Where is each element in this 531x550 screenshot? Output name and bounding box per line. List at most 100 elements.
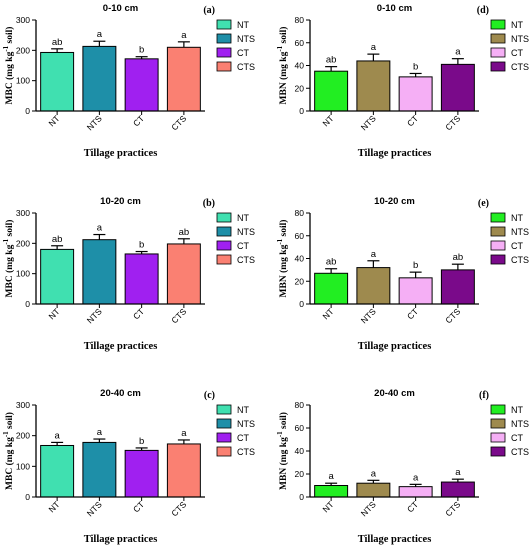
legend-swatch [216, 418, 232, 429]
x-tick-label: NT [46, 113, 61, 128]
bar-ct [124, 253, 159, 305]
legend-label: CT [511, 48, 523, 58]
significance-letter: a [371, 468, 377, 479]
y-axis-label: MBC (mg kg-1 soil) [2, 412, 15, 490]
panel-depth-title: 20-40 cm [100, 388, 141, 399]
significance-letter: b [139, 45, 144, 56]
x-tick-label: CTS [169, 113, 188, 132]
panel-letter-label: (e) [478, 198, 489, 209]
legend-label: NT [237, 20, 249, 30]
legend: NT NTS CT CTS [490, 212, 529, 265]
bar-cts [166, 443, 201, 498]
panel-letter-label: (a) [203, 5, 215, 16]
legend-swatch [490, 446, 506, 457]
bar-nts [356, 60, 391, 112]
x-tick-label: CT [405, 113, 420, 128]
legend-swatch [216, 432, 232, 443]
y-axis-label: MBN (mg kg-1 soil) [276, 220, 289, 298]
legend-label: CT [511, 241, 523, 251]
y-tick-label: 300 [16, 400, 30, 410]
y-tick-label: 0 [299, 106, 304, 116]
bar-nts [82, 441, 117, 498]
panel-letter-label: (d) [477, 5, 489, 16]
significance-letter: a [328, 471, 334, 482]
y-tick-label: 300 [16, 15, 30, 25]
y-tick-label: 40 [295, 446, 305, 456]
y-tick-label: 0 [25, 492, 30, 502]
legend-label: CT [237, 48, 249, 58]
legend-swatch [216, 226, 232, 237]
x-tick-label: NTS [85, 499, 104, 518]
x-tick-label: CTS [169, 499, 188, 518]
significance-letter: b [413, 260, 418, 271]
y-tick-label: 300 [16, 208, 30, 218]
panel-depth-title: 10-20 cm [374, 196, 415, 207]
x-tick-label: CT [405, 499, 420, 514]
significance-letter: a [181, 30, 187, 41]
significance-letter: a [97, 427, 103, 438]
legend-swatch [216, 212, 232, 223]
legend-label: NT [511, 405, 523, 415]
x-tick-label: CT [131, 306, 146, 321]
x-tick-label: CTS [443, 306, 462, 325]
bar-cts [166, 46, 201, 112]
significance-letter: ab [52, 37, 63, 48]
significance-letter: ab [326, 257, 337, 268]
x-tick-label: NTS [359, 113, 378, 132]
y-tick-label: 100 [16, 269, 30, 279]
significance-letter: a [181, 428, 187, 439]
y-tick-label: 100 [16, 76, 30, 86]
bar-cts [440, 481, 475, 498]
legend-swatch [216, 404, 232, 415]
panel-depth-title: 0-10 cm [103, 3, 138, 14]
significance-letter: a [371, 249, 377, 260]
bar-ct [398, 486, 433, 498]
x-tick-label: NTS [359, 306, 378, 325]
bar-cts [440, 269, 475, 305]
legend-label: NTS [511, 419, 529, 429]
y-axis-label: MBN (mg kg-1 soil) [276, 412, 289, 490]
bar-nts [82, 239, 117, 305]
legend-swatch [490, 404, 506, 415]
panel-letter-label: (c) [204, 390, 215, 401]
y-tick-label: 60 [295, 423, 305, 433]
significance-letter: ab [179, 227, 190, 238]
legend-label: NTS [237, 34, 255, 44]
significance-letter: a [371, 42, 377, 53]
bar-ct [398, 277, 433, 305]
y-axis-label: MBC (mg kg-1 soil) [2, 27, 15, 105]
significance-letter: b [413, 61, 418, 72]
y-axis-label: MBN (mg kg-1 soil) [276, 27, 289, 105]
x-tick-label: CTS [443, 113, 462, 132]
y-tick-label: 200 [16, 431, 30, 441]
legend-label: NT [511, 213, 523, 223]
legend-swatch [216, 61, 232, 72]
panel-depth-title: 10-20 cm [100, 196, 141, 207]
panel-f: 20-40 cm (f) 0 20 40 60 80 MBN (mg kg-1 soil) a N… [276, 388, 529, 545]
legend-swatch [490, 61, 506, 72]
x-tick-label: NT [46, 306, 61, 321]
y-tick-label: 0 [299, 299, 304, 309]
bar-nt [314, 272, 349, 305]
x-tick-label: CT [405, 306, 420, 321]
x-tick-label: CT [131, 113, 146, 128]
x-axis-label: Tillage practices [358, 534, 432, 545]
y-tick-label: 40 [295, 254, 305, 264]
y-tick-label: 80 [295, 400, 305, 410]
legend-label: CT [237, 241, 249, 251]
bar-nts [356, 267, 391, 305]
legend-swatch [490, 432, 506, 443]
y-tick-label: 40 [295, 61, 305, 71]
significance-letter: ab [52, 234, 63, 245]
x-tick-label: NTS [85, 306, 104, 325]
significance-letter: a [455, 467, 461, 478]
legend-label: NTS [237, 419, 255, 429]
bar-nt [314, 485, 349, 498]
significance-letter: b [139, 240, 144, 251]
legend-label: CTS [511, 62, 529, 72]
bar-nts [82, 45, 117, 112]
legend-label: NTS [511, 34, 529, 44]
